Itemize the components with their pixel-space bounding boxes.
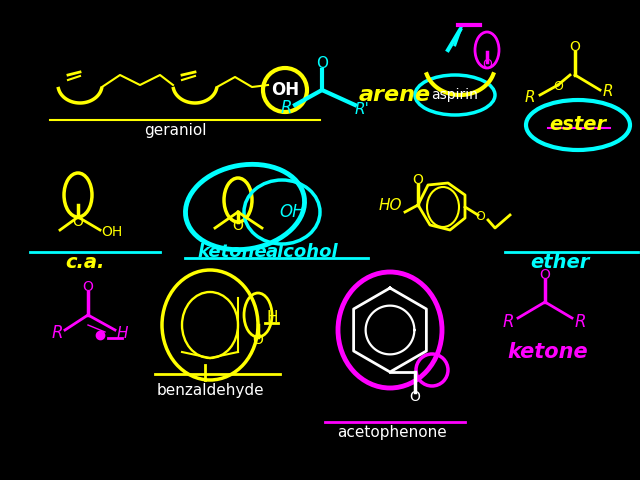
Text: ketone: ketone	[508, 342, 588, 362]
Text: R: R	[603, 84, 613, 99]
Text: O: O	[72, 215, 83, 229]
Text: alcohol: alcohol	[266, 243, 339, 261]
Text: geraniol: geraniol	[144, 122, 206, 137]
Text: c.a.: c.a.	[65, 252, 105, 272]
Text: benzaldehyde: benzaldehyde	[156, 383, 264, 397]
Text: O: O	[570, 40, 580, 54]
Text: R: R	[574, 313, 586, 331]
Text: R: R	[51, 324, 63, 342]
Text: O: O	[253, 333, 264, 347]
Text: O: O	[413, 173, 424, 187]
Text: H: H	[116, 325, 128, 340]
Text: O: O	[553, 81, 563, 94]
Text: arene: arene	[359, 85, 431, 105]
Text: R: R	[502, 313, 514, 331]
Text: R: R	[525, 91, 535, 106]
Text: O: O	[540, 268, 550, 282]
Text: O: O	[232, 219, 243, 233]
Text: H: H	[266, 311, 278, 325]
Text: OH: OH	[279, 203, 305, 221]
Text: ketone: ketone	[197, 243, 267, 261]
Text: R': R'	[355, 103, 369, 118]
Text: O: O	[475, 211, 485, 224]
Text: O: O	[316, 57, 328, 72]
Text: ester: ester	[549, 116, 607, 134]
Text: O: O	[410, 390, 420, 404]
Text: R: R	[280, 99, 292, 117]
Text: HO: HO	[378, 197, 402, 213]
Text: OH: OH	[271, 81, 299, 99]
Text: O: O	[482, 59, 492, 72]
Text: ether: ether	[531, 252, 589, 272]
Text: acetophenone: acetophenone	[337, 424, 447, 440]
Text: aspirin: aspirin	[431, 88, 479, 102]
Text: O: O	[83, 280, 93, 294]
Text: OH: OH	[101, 225, 123, 239]
